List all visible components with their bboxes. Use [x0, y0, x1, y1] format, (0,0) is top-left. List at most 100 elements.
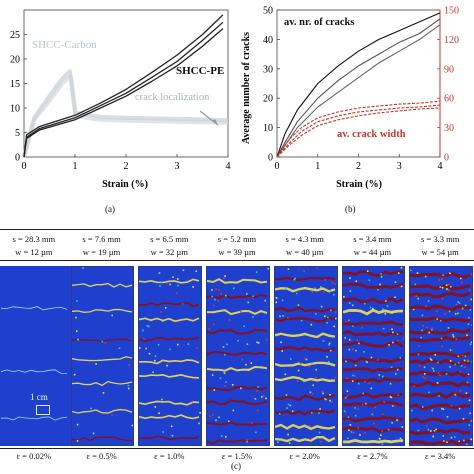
strain-speckle [166, 282, 169, 284]
width-label: w = 44 µm [353, 247, 392, 257]
spacing-label: s = 28.3 mm [12, 234, 56, 244]
strain-speckle [470, 298, 472, 301]
chart-b-crack-count-line [276, 12, 441, 158]
chart-b-y2tick-label: 120 [444, 35, 459, 46]
strain-speckle [327, 360, 330, 363]
strain-speckle [364, 402, 367, 405]
strain-speckle [434, 354, 437, 356]
strain-speckle [438, 395, 441, 397]
strain-speckle [436, 382, 439, 384]
strain-speckle [431, 409, 434, 412]
strain-speckle [462, 307, 464, 310]
strain-speckle [425, 305, 427, 307]
strain-speckle [454, 393, 457, 396]
chart-a-series [22, 14, 229, 158]
strain-speckle [379, 434, 382, 436]
crack-line [410, 358, 471, 366]
strain-speckle [228, 319, 231, 321]
panel-label-b: (b) [345, 204, 356, 214]
strain-speckle [396, 368, 399, 371]
chart-a-xtick-label: 3 [175, 161, 180, 172]
strain-speckle [466, 334, 469, 337]
strain-speckle [410, 269, 413, 272]
strain-speckle [295, 292, 298, 295]
strain-speckle [256, 271, 258, 273]
strain-speckle [467, 323, 470, 325]
crack-line [274, 332, 336, 339]
strain-speckle [246, 343, 249, 345]
crack-line [0, 306, 68, 311]
strain-speckle [429, 357, 432, 360]
strain-speckle [239, 311, 242, 313]
strain-speckle [281, 350, 283, 352]
strain-speckle [223, 277, 226, 279]
strain-speckle [387, 440, 390, 442]
strain-speckle [347, 319, 350, 321]
strain-speckle [308, 365, 310, 368]
strain-speckle [314, 287, 316, 290]
strain-speckle [187, 343, 190, 345]
crack-line [410, 328, 471, 335]
strain-speckle [162, 431, 165, 433]
strain-speckle [321, 390, 324, 393]
strain-speckle [310, 411, 313, 414]
strain-speckle [328, 344, 330, 346]
crack-line [139, 301, 200, 308]
strain-speckle [435, 428, 438, 431]
strain-speckle [297, 369, 300, 372]
chart-a-series-line [23, 28, 224, 158]
chart-b-ytick-label: 50 [263, 6, 273, 17]
strain-speckle [432, 435, 435, 438]
strain-speckle [225, 381, 228, 383]
chart-b-xtick-label: 2 [356, 161, 361, 172]
strain-speckle [449, 272, 451, 275]
strain-speckle [209, 415, 211, 417]
strain-speckle [302, 380, 305, 383]
strain-speckle [329, 399, 331, 402]
strain-speckle [152, 371, 155, 373]
crack-line [274, 394, 335, 402]
crack-line [71, 308, 132, 313]
strain-speckle [128, 364, 130, 366]
strain-speckle [378, 437, 380, 440]
strain-speckle [323, 315, 326, 318]
strain-speckle [424, 373, 426, 375]
strain-speckle [353, 407, 356, 409]
strain-speckle [344, 411, 347, 413]
strain-speckle [243, 325, 246, 327]
strain-speckle [399, 437, 401, 440]
chart-b-y2tick-label: 60 [444, 94, 454, 105]
chart-b-y2tick-label: 0 [444, 153, 449, 164]
strain-speckle [158, 412, 161, 414]
strain-speckle [467, 359, 469, 361]
strain-speckle [422, 406, 424, 408]
strain-speckle [417, 429, 420, 432]
strain-speckle [391, 331, 394, 334]
strain-speckle [330, 401, 333, 403]
chart-a-xtick-label: 0 [22, 161, 27, 172]
chart-b-ytick-label: 0 [268, 153, 273, 164]
strain-speckle [310, 362, 313, 365]
strain-speckle [383, 310, 386, 313]
crack-line [274, 316, 336, 323]
strain-speckle [304, 358, 306, 360]
crack-line [410, 439, 471, 445]
strain-speckle [356, 339, 358, 342]
strain-speckle [326, 322, 328, 324]
strain-speckle [288, 442, 291, 444]
strain-speckle [171, 425, 173, 428]
strain-speckle [332, 293, 335, 296]
dic-crack-overlay [274, 267, 337, 444]
strain-speckle [348, 348, 350, 351]
strain-speckle [266, 338, 268, 341]
strain-speckle [469, 289, 471, 292]
crack-line [71, 282, 132, 288]
strain-label: ε = 0.02% [16, 451, 52, 461]
strain-speckle [342, 296, 345, 298]
strain-speckle [443, 440, 445, 442]
strain-label: ε = 2.0% [289, 451, 320, 461]
strain-speckle [329, 290, 331, 292]
strain-speckle [457, 301, 460, 303]
strain-speckle [453, 336, 455, 338]
